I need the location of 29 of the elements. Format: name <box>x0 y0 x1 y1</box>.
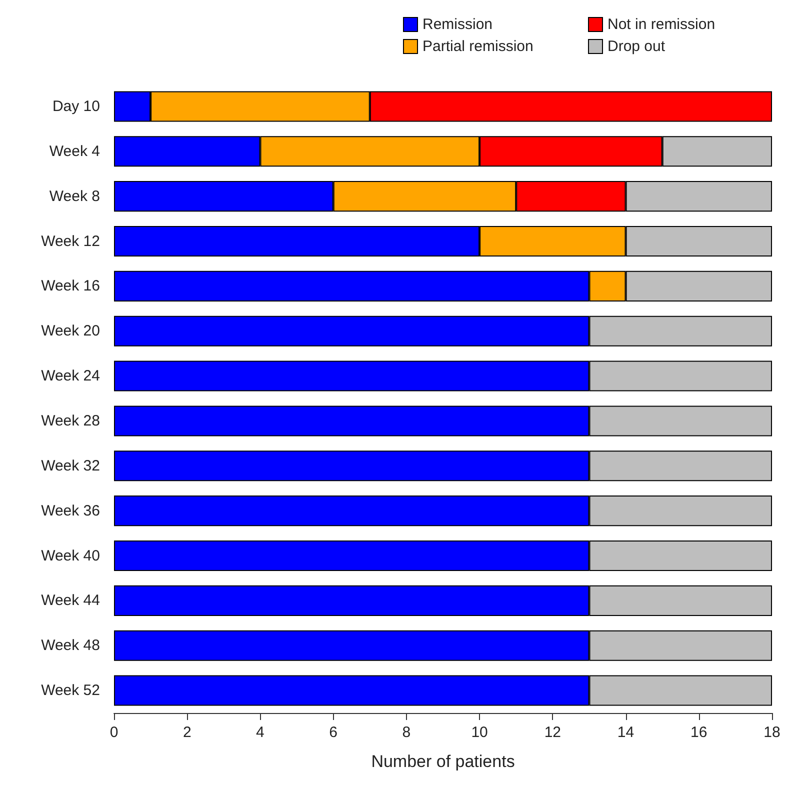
y-tick-label: Week 36 <box>41 502 100 520</box>
y-tick-label: Week 8 <box>49 188 100 205</box>
x-tick-label: 2 <box>182 724 192 741</box>
y-tick-label: Week 12 <box>41 232 100 250</box>
x-axis-title: Number of patients <box>371 752 515 771</box>
y-tick-label: Week 20 <box>41 322 100 340</box>
x-tick-label: 4 <box>256 724 264 741</box>
legend-label: Remission <box>422 16 493 33</box>
y-tick-label: Week 28 <box>41 412 100 430</box>
y-tick-label: Week 48 <box>41 637 100 654</box>
y-tick-label: Week 52 <box>41 682 100 700</box>
legend-label: Drop out <box>608 38 666 55</box>
x-tick-label: 16 <box>690 724 708 741</box>
y-tick-label: Week 4 <box>49 142 100 160</box>
y-tick-label: Week 16 <box>41 278 100 295</box>
x-tick-label: 12 <box>544 724 562 741</box>
x-tick-label: 6 <box>329 724 338 741</box>
legend-label: Partial remission <box>422 38 534 55</box>
y-tick-label: Week 40 <box>41 547 100 564</box>
x-tick-label: 14 <box>617 724 634 741</box>
y-tick-label: Week 32 <box>41 457 100 474</box>
legend-label: Not in remission <box>608 16 716 33</box>
x-tick-label: 10 <box>471 724 488 741</box>
x-tick-label: 8 <box>402 724 411 741</box>
x-tick-label: 0 <box>110 724 118 741</box>
y-tick-label: Day 10 <box>52 98 100 115</box>
y-tick-label: Week 24 <box>41 368 100 385</box>
y-tick-label: Week 44 <box>41 592 100 610</box>
x-tick-label: 18 <box>764 724 780 741</box>
